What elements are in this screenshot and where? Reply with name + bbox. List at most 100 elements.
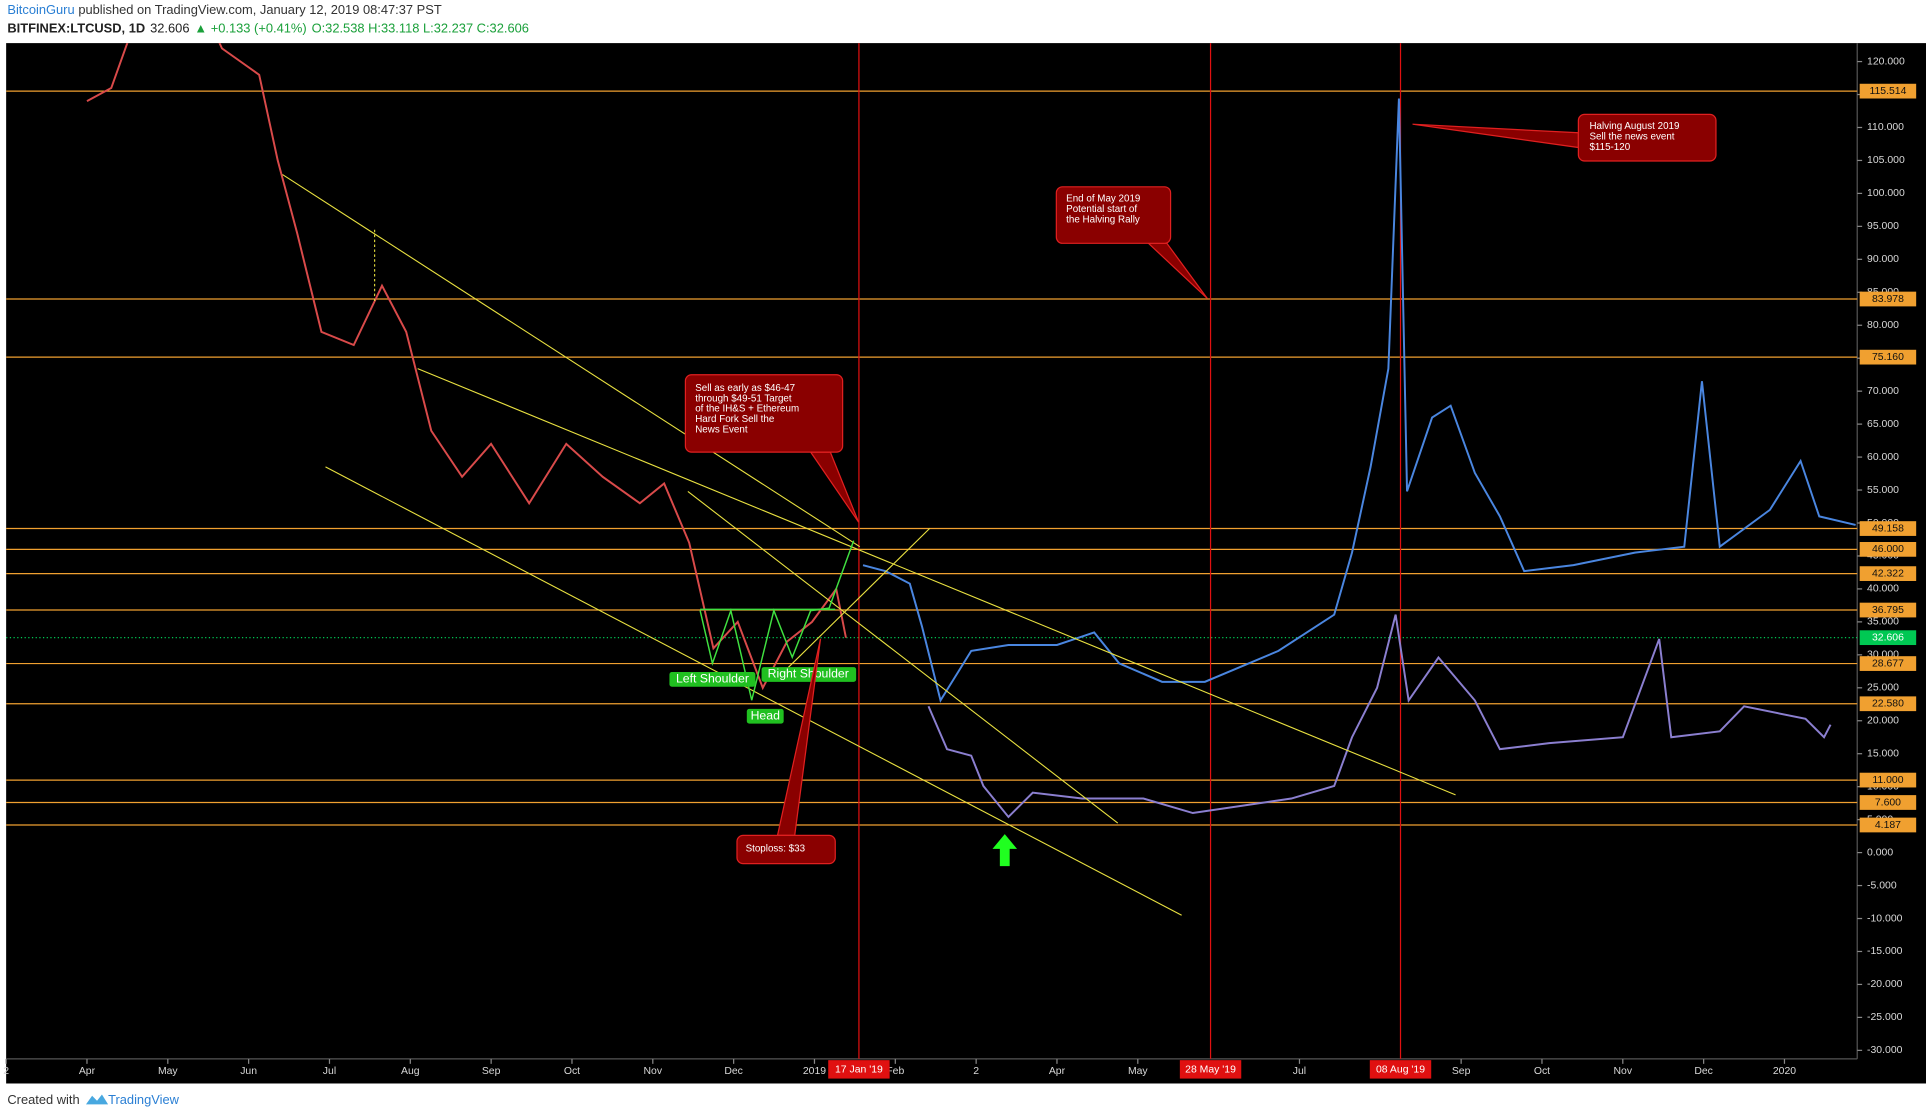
y-tick-label: 30.000	[1867, 650, 1899, 661]
y-tick-label: 90.000	[1867, 254, 1899, 265]
annotation-text: Sell as early as $46-47	[695, 383, 795, 394]
level-label: 115.514	[1869, 86, 1906, 97]
pattern-label-bg	[761, 667, 857, 682]
price-series	[927, 614, 1832, 819]
x-tick-label: Apr	[1049, 1066, 1066, 1077]
event-label-bg	[1369, 1060, 1432, 1079]
y-tick-label: 35.000	[1867, 617, 1899, 628]
x-tick-label: Jul	[1293, 1066, 1306, 1077]
y-tick-label: 40.000	[1867, 584, 1899, 595]
annotation-text: End of May 2019	[1066, 194, 1140, 205]
published: published on TradingView.com, January 12…	[78, 3, 442, 18]
level-label-bg	[1859, 291, 1917, 307]
price-series	[86, 43, 847, 691]
level-label-bg	[1859, 349, 1917, 365]
price-series	[862, 98, 1856, 703]
annotation-text: the Halving Rally	[1066, 215, 1140, 226]
level-label-bg	[1859, 795, 1917, 810]
level-label: 4.187	[1875, 820, 1901, 831]
event-label-bg	[1179, 1060, 1242, 1079]
x-tick-label: Sep	[1452, 1066, 1471, 1077]
price-label: 32.606	[1872, 632, 1904, 643]
y-tick-label: -30.000	[1867, 1045, 1903, 1056]
level-label: 75.160	[1872, 352, 1904, 363]
change: ▲ +0.133 (+0.41%)	[194, 21, 306, 36]
annotation-text: Hard Fork Sell the	[695, 414, 775, 425]
x-tick-label: May	[1128, 1066, 1148, 1077]
x-tick-label: 2	[973, 1066, 979, 1077]
y-tick-label: 70.000	[1867, 386, 1899, 397]
pattern-label: Head	[751, 708, 781, 722]
level-label-bg	[1859, 656, 1917, 671]
y-tick-label: 20.000	[1867, 716, 1899, 727]
level-label: 7.600	[1875, 797, 1901, 808]
price-label-bg	[1859, 630, 1917, 646]
x-tick-label: 2	[3, 1066, 9, 1077]
footer-created: Created with	[7, 1092, 79, 1107]
x-tick-label: 2020	[1773, 1066, 1796, 1077]
x-tick-label: Oct	[564, 1066, 580, 1077]
level-label-bg	[1859, 83, 1917, 99]
plot-bg	[6, 43, 1926, 1084]
callout-box	[1577, 113, 1717, 162]
x-tick-label: Oct	[1534, 1066, 1550, 1077]
level-label: 46.000	[1872, 544, 1904, 555]
annotation-text: Stoploss: $33	[746, 843, 806, 854]
x-tick-label: May	[158, 1066, 178, 1077]
x-tick-label: Dec	[1694, 1066, 1713, 1077]
up-arrow	[992, 834, 1018, 867]
y-tick-label: -10.000	[1867, 913, 1903, 924]
trendline	[417, 368, 1456, 796]
symbol-line: BITFINEX:LTCUSD, 1D 32.606 ▲ +0.133 (+0.41…	[7, 21, 529, 36]
callout-box	[684, 374, 844, 453]
y-tick-label: 25.000	[1867, 683, 1899, 694]
level-label-bg	[1859, 602, 1917, 618]
trendline	[785, 527, 931, 670]
level-label-bg	[1859, 772, 1917, 788]
event-label-bg	[828, 1060, 890, 1079]
header-line: BitcoinGuru published on TradingView.com,…	[7, 3, 441, 18]
y-tick-label: 80.000	[1867, 320, 1899, 331]
pattern-label-bg	[669, 672, 756, 687]
level-label-bg	[1859, 541, 1917, 557]
level-label: 83.978	[1872, 294, 1904, 305]
y-tick-label: -5.000	[1867, 880, 1897, 891]
author: BitcoinGuru	[7, 3, 74, 18]
level-label: 49.158	[1872, 523, 1904, 534]
event-label: 28 May '19	[1185, 1065, 1236, 1076]
footer-brand: TradingView	[108, 1092, 180, 1107]
level-label-bg	[1859, 817, 1917, 833]
x-tick-label: Jul	[323, 1066, 336, 1077]
ohlc: O:32.538 H:33.118 L:32.237 C:32.606	[312, 21, 529, 36]
x-tick-label: Feb	[886, 1066, 904, 1077]
y-tick-label: 100.000	[1867, 188, 1905, 199]
y-tick-label: 65.000	[1867, 419, 1899, 430]
trendline	[282, 174, 861, 548]
pattern-label: Left Shoulder	[676, 672, 749, 686]
level-label-bg	[1859, 696, 1917, 712]
level-label: 28.677	[1872, 658, 1904, 669]
annotation-text: Halving August 2019	[1589, 121, 1679, 132]
level-label: 11.000	[1872, 775, 1903, 786]
level-label: 36.795	[1872, 605, 1904, 616]
annotation-text: through $49-51 Target	[695, 393, 792, 404]
annotation-text: News Event	[695, 425, 748, 436]
pattern-label-bg	[746, 708, 784, 724]
level-label: 22.580	[1872, 699, 1904, 710]
level-label-bg	[1859, 521, 1917, 536]
event-label: 08 Aug '19	[1376, 1065, 1425, 1076]
y-tick-label: 55.000	[1867, 485, 1899, 496]
y-tick-label: -20.000	[1867, 979, 1903, 990]
trendline	[687, 491, 1119, 824]
annotation-text: Potential start of	[1066, 204, 1137, 215]
pattern-label: Right Shoulder	[768, 667, 849, 681]
last-price: 32.606	[150, 21, 189, 36]
x-tick-label: Sep	[482, 1066, 501, 1077]
ihs-pattern	[699, 540, 855, 701]
x-tick-label: Nov	[1614, 1066, 1633, 1077]
y-tick-label: 105.000	[1867, 155, 1905, 166]
plot-area: 120.000115.000110.000105.000100.00095.00…	[3, 43, 1917, 1079]
event-label: 17 Jan '19	[835, 1065, 883, 1076]
